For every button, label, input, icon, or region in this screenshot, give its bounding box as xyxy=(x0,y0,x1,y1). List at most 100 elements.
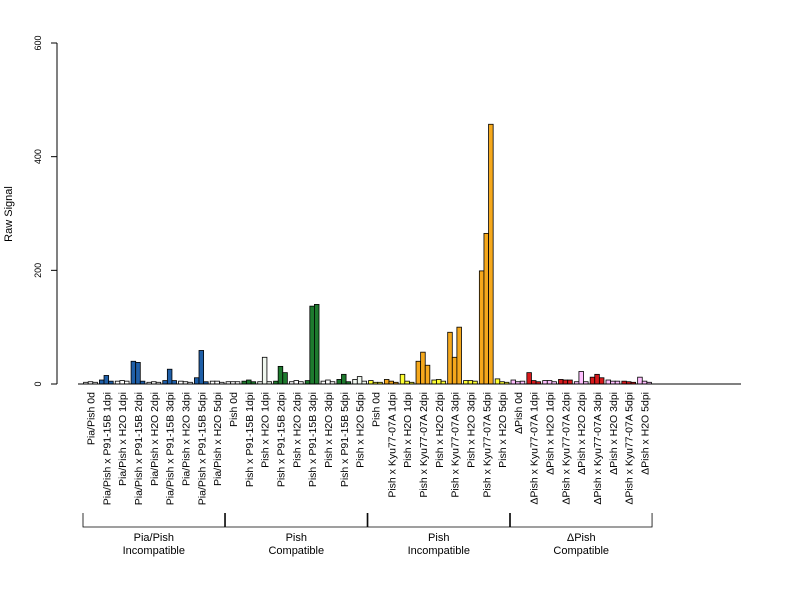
x-tick-label: Pish 0d xyxy=(370,392,382,427)
group-sublabel: Compatible xyxy=(553,545,609,557)
bar xyxy=(447,331,453,385)
x-tick-label: Pish x H2O 3dpi xyxy=(323,392,335,468)
group-sublabel: Compatible xyxy=(268,545,324,557)
bar xyxy=(431,379,437,385)
bars xyxy=(83,123,652,385)
bar xyxy=(304,380,311,385)
y-axis: 0 200 400 600 xyxy=(33,35,58,387)
x-tick-label: Pish x Kyu77-07A 2dpi xyxy=(418,392,430,498)
x-tick-label: ΔPish x Kyu77-07A 5dpi xyxy=(624,392,636,505)
bar xyxy=(483,232,489,385)
y-axis-label: Raw Signal xyxy=(3,186,15,242)
bar xyxy=(119,380,125,385)
x-tick-label: Pia/Pish x P91-15B 3dpi xyxy=(165,392,177,505)
bar xyxy=(130,360,137,385)
x-tick-label: ΔPish x H2O 1dpi xyxy=(545,392,557,475)
bar xyxy=(546,380,553,385)
x-tick-label: Pish x H2O 5dpi xyxy=(355,392,367,468)
x-tick-label: ΔPish 0d xyxy=(513,392,525,434)
x-tick-label: Pish 0d xyxy=(228,392,240,427)
bar xyxy=(171,380,177,385)
x-tick-label: Pish x P91-15B 1dpi xyxy=(244,392,256,487)
bar xyxy=(605,379,611,385)
bar xyxy=(399,373,406,385)
bar xyxy=(368,380,374,385)
x-tick-label: ΔPish x H2O 5dpi xyxy=(640,392,652,475)
bar xyxy=(562,379,569,385)
bar xyxy=(598,377,605,385)
bar xyxy=(463,380,469,385)
bar xyxy=(478,270,485,385)
bar xyxy=(383,379,390,385)
x-tick-label: Pia/Pish x H2O 3dpi xyxy=(180,392,192,486)
bar xyxy=(558,379,564,385)
bar xyxy=(467,380,474,385)
x-tick-label: Pish x H2O 1dpi xyxy=(402,392,414,468)
bar xyxy=(99,379,105,385)
bar xyxy=(166,368,173,385)
bar xyxy=(309,305,315,385)
bar xyxy=(420,351,426,385)
x-tick-label: Pish x P91-15B 3dpi xyxy=(307,392,319,487)
x-tick-label: Pish x P91-15B 5dpi xyxy=(339,392,351,487)
bar xyxy=(103,375,110,385)
x-tick-label: Pia/Pish x P91-15B 1dpi xyxy=(101,392,113,505)
bar xyxy=(594,373,600,385)
bar xyxy=(356,376,363,385)
bar xyxy=(246,379,252,385)
group-label: ΔPish xyxy=(567,532,596,544)
x-tick-label: ΔPish x Kyu77-07A 3dpi xyxy=(592,392,604,505)
group-sublabel: Incompatible xyxy=(123,545,185,557)
group-label: Pish xyxy=(286,532,307,544)
x-tick-label: ΔPish x Kyu77-07A 1dpi xyxy=(529,392,541,505)
bar xyxy=(510,379,517,385)
bar xyxy=(494,378,501,385)
bar xyxy=(261,356,268,385)
y-tick-label: 400 xyxy=(33,149,43,164)
group-sublabel: Incompatible xyxy=(408,545,470,557)
x-tick-label: Pish x H2O 1dpi xyxy=(260,392,272,468)
bar xyxy=(567,379,573,385)
bar xyxy=(336,379,342,385)
x-tick-label: Pia/Pish 0d xyxy=(86,392,98,445)
x-tick-label: ΔPish x Kyu77-07A 2dpi xyxy=(560,392,572,505)
x-tick-label: Pia/Pish x H2O 2dpi xyxy=(149,392,161,486)
bar xyxy=(282,372,288,385)
bar xyxy=(415,360,422,385)
bar xyxy=(341,373,347,385)
group-bracket xyxy=(225,513,368,528)
x-tick-label: Pish x H2O 2dpi xyxy=(291,392,303,468)
group-bracket xyxy=(367,513,510,528)
group-bracket xyxy=(510,513,653,528)
bar xyxy=(578,371,584,385)
bar xyxy=(314,304,320,385)
x-tick-label: ΔPish x H2O 3dpi xyxy=(608,392,620,475)
bar xyxy=(194,377,200,385)
bar xyxy=(135,361,141,385)
bar xyxy=(542,380,548,385)
y-tick-label: 0 xyxy=(33,381,43,386)
x-tick-label: Pia/Pish x H2O 1dpi xyxy=(117,392,129,486)
bar xyxy=(451,356,458,385)
bar xyxy=(488,123,494,385)
x-tick-label: Pish x H2O 5dpi xyxy=(497,392,509,468)
bar xyxy=(589,376,596,385)
x-tick-label: Pish x H2O 3dpi xyxy=(465,392,477,468)
bar xyxy=(531,380,537,385)
bar xyxy=(325,379,331,385)
bar xyxy=(198,350,205,385)
x-axis: Pia/Pish 0d Pia/Pish x P91-15B 1dpi Pia/Pi… xyxy=(78,383,741,505)
x-tick-label: Pish x H2O 2dpi xyxy=(434,392,446,468)
x-tick-label: Pish x Kyu77-07A 3dpi xyxy=(450,392,462,498)
bar xyxy=(526,372,532,385)
x-tick-label: ΔPish x H2O 2dpi xyxy=(576,392,588,475)
y-tick-label: 600 xyxy=(33,35,43,50)
y-tick-label: 200 xyxy=(33,263,43,278)
bar xyxy=(456,326,462,385)
group-label: Pia/Pish xyxy=(134,532,174,544)
x-tick-label: Pia/Pish x H2O 5dpi xyxy=(212,392,224,486)
x-tick-label: Pia/Pish x P91-15B 2dpi xyxy=(133,392,145,505)
bar xyxy=(293,380,299,385)
x-tick-label: Pish x P91-15B 2dpi xyxy=(275,392,287,487)
